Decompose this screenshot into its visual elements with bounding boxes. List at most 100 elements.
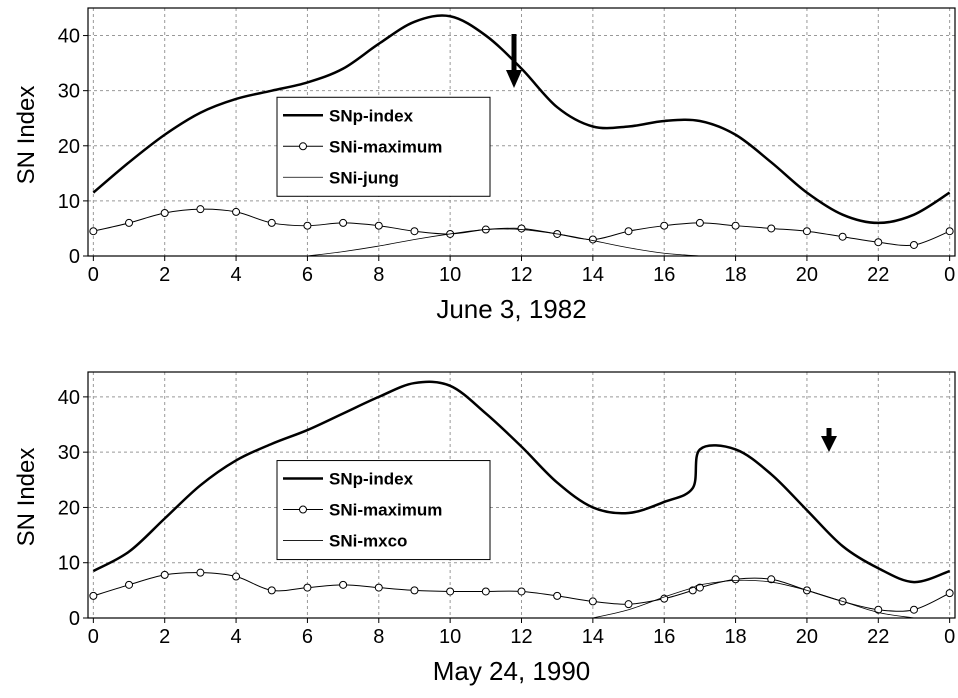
marker bbox=[731, 221, 740, 230]
marker bbox=[374, 583, 383, 592]
x-tick-label: 10 bbox=[439, 626, 461, 648]
y-tick-label: 20 bbox=[58, 136, 80, 158]
x-tick-label: 2 bbox=[159, 626, 170, 648]
x-tick-label: 4 bbox=[231, 626, 242, 648]
x-tick-label: 2 bbox=[159, 264, 170, 286]
marker bbox=[196, 205, 205, 214]
y-axis-label: SN Index bbox=[13, 448, 40, 547]
marker bbox=[89, 227, 98, 236]
marker bbox=[695, 218, 704, 227]
marker bbox=[767, 575, 776, 584]
marker bbox=[624, 600, 633, 609]
marker bbox=[909, 240, 918, 249]
y-axis-label: SN Index bbox=[13, 86, 40, 185]
x-tick-label: 6 bbox=[302, 626, 313, 648]
marker bbox=[695, 583, 704, 592]
x-tick-label: 20 bbox=[796, 264, 818, 286]
legend-label: SNi-mxco bbox=[329, 532, 407, 551]
marker bbox=[660, 221, 669, 230]
y-tick-label: 30 bbox=[58, 81, 80, 103]
marker bbox=[267, 218, 276, 227]
marker bbox=[446, 587, 455, 596]
marker bbox=[588, 235, 597, 244]
series-line bbox=[592, 579, 915, 619]
marker bbox=[909, 605, 918, 614]
marker bbox=[410, 586, 419, 595]
legend-marker bbox=[299, 505, 308, 514]
marker bbox=[89, 591, 98, 600]
y-tick-label: 20 bbox=[58, 497, 80, 519]
marker bbox=[125, 580, 134, 589]
marker bbox=[553, 591, 562, 600]
arrow bbox=[821, 428, 837, 452]
marker bbox=[339, 580, 348, 589]
marker bbox=[267, 586, 276, 595]
x-tick-label: 12 bbox=[510, 264, 532, 286]
marker bbox=[481, 587, 490, 596]
legend-label: SNi-maximum bbox=[329, 501, 442, 520]
legend: SNp-index SNi-maximum SNi-mxco bbox=[276, 460, 491, 561]
arrow bbox=[506, 34, 522, 88]
x-tick-label: 6 bbox=[302, 264, 313, 286]
y-tick-label: 30 bbox=[58, 442, 80, 464]
legend-label: SNp-index bbox=[329, 106, 414, 125]
x-tick-label: 8 bbox=[373, 626, 384, 648]
x-tick-label: 18 bbox=[724, 264, 746, 286]
y-tick-label: 40 bbox=[58, 26, 80, 48]
marker bbox=[125, 218, 134, 227]
marker bbox=[339, 218, 348, 227]
series-line bbox=[92, 14, 951, 225]
marker bbox=[160, 209, 169, 218]
marker bbox=[767, 224, 776, 233]
x-tick-label: 22 bbox=[867, 626, 889, 648]
panel: 0 10 20 30 40 0 2 4 6 8 10 12 14 16 18 20 22 0 June 3, 198… bbox=[13, 7, 956, 324]
marker bbox=[874, 605, 883, 614]
x-tick-label: 0 bbox=[88, 626, 99, 648]
y-tick-label: 10 bbox=[58, 553, 80, 575]
legend-box bbox=[276, 96, 491, 197]
marker bbox=[874, 238, 883, 247]
x-tick-label: 0 bbox=[944, 264, 955, 286]
x-tick-label: 20 bbox=[796, 626, 818, 648]
x-tick-label: 0 bbox=[944, 626, 955, 648]
x-axis-label: May 24, 1990 bbox=[433, 656, 591, 686]
y-tick-label: 0 bbox=[69, 608, 80, 630]
marker bbox=[374, 221, 383, 230]
x-axis-label: June 3, 1982 bbox=[436, 294, 586, 324]
marker bbox=[303, 221, 312, 230]
x-tick-label: 8 bbox=[373, 264, 384, 286]
marker bbox=[232, 207, 241, 216]
plot-frame bbox=[87, 371, 956, 619]
marker bbox=[517, 587, 526, 596]
y-tick-label: 0 bbox=[69, 246, 80, 268]
x-tick-label: 16 bbox=[653, 626, 675, 648]
marker bbox=[802, 227, 811, 236]
y-tick-label: 40 bbox=[58, 387, 80, 409]
x-tick-label: 22 bbox=[867, 264, 889, 286]
marker bbox=[160, 570, 169, 579]
marker bbox=[688, 586, 697, 595]
x-tick-label: 16 bbox=[653, 264, 675, 286]
marker bbox=[303, 583, 312, 592]
plot-frame bbox=[87, 7, 956, 257]
legend-label: SNi-maximum bbox=[329, 137, 442, 156]
x-tick-label: 14 bbox=[582, 626, 604, 648]
marker bbox=[517, 224, 526, 233]
marker bbox=[731, 575, 740, 584]
x-tick-label: 4 bbox=[231, 264, 242, 286]
marker bbox=[945, 589, 954, 598]
legend-label: SNp-index bbox=[329, 470, 414, 489]
marker bbox=[232, 572, 241, 581]
legend-label: SNi-jung bbox=[329, 168, 399, 187]
legend-marker bbox=[299, 142, 308, 151]
marker bbox=[196, 568, 205, 577]
x-tick-label: 18 bbox=[724, 626, 746, 648]
marker bbox=[624, 227, 633, 236]
marker bbox=[410, 227, 419, 236]
panel: 0 10 20 30 40 0 2 4 6 8 10 12 14 16 18 20 22 0 May 24, 199… bbox=[13, 371, 956, 686]
x-tick-label: 10 bbox=[439, 264, 461, 286]
series-line bbox=[307, 228, 700, 257]
legend: SNp-index SNi-maximum SNi-jung bbox=[276, 96, 491, 197]
